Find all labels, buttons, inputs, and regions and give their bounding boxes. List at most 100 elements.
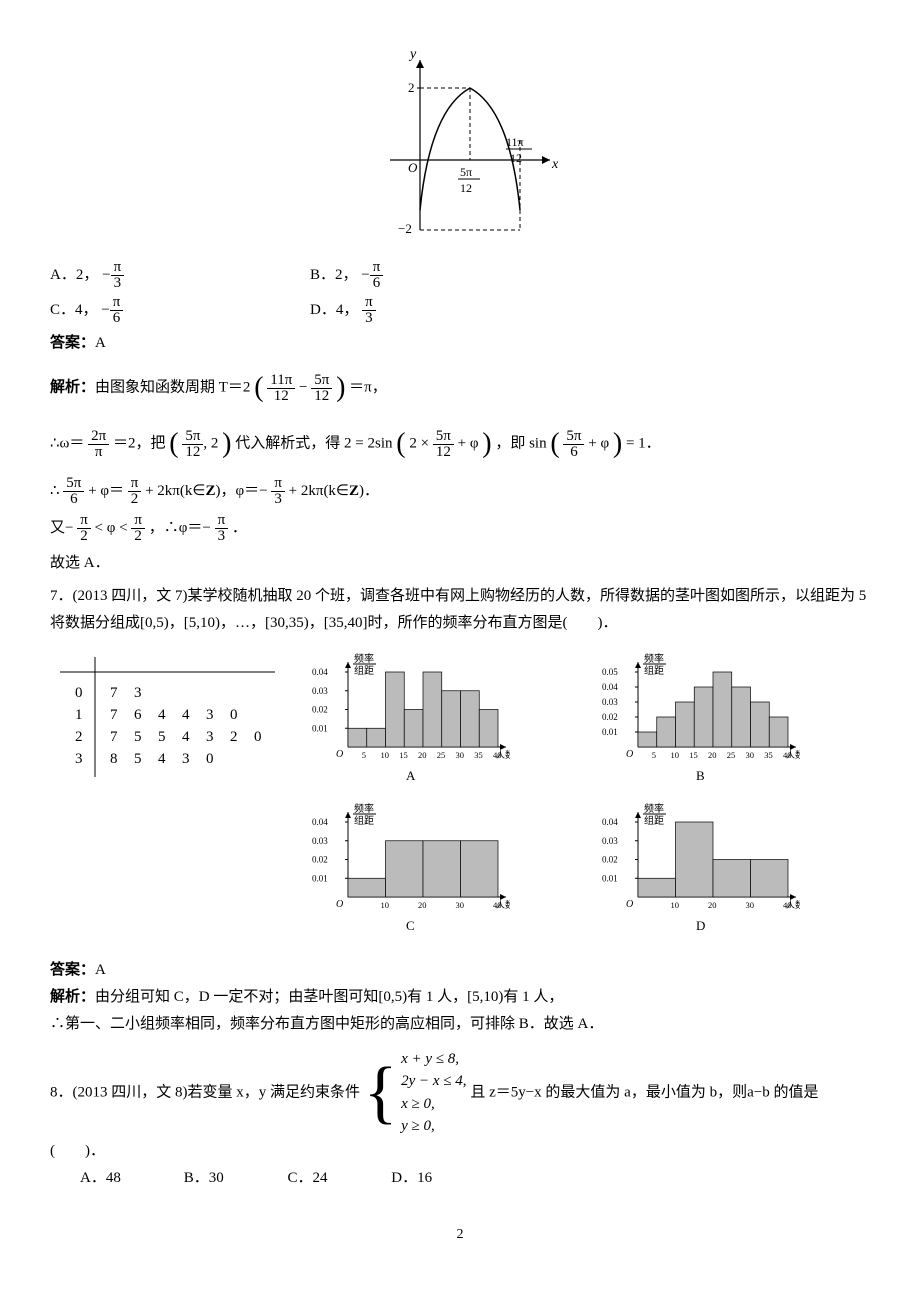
svg-text:人数: 人数 [786, 749, 800, 760]
svg-text:3: 3 [206, 729, 214, 745]
q7-histograms: 频率组距O0.010.020.030.04510152025303540人数A频… [310, 652, 870, 942]
svg-text:A: A [406, 768, 416, 782]
q6-explain-line1: 解析：由图象知函数周期 T＝2 ( 11π12 − 5π12 ) ＝π， [50, 363, 870, 413]
svg-text:20: 20 [708, 900, 717, 910]
svg-text:0.02: 0.02 [602, 854, 618, 864]
svg-text:0.01: 0.01 [312, 873, 328, 883]
q7-stem: 7．(2013 四川，文 7)某学校随机抽取 20 个班，调查各班中有网上购物经… [50, 583, 870, 637]
page-number: 2 [50, 1222, 870, 1247]
q6-figure: y x O 2 −2 5π 12 11π 12 [50, 50, 870, 250]
q7-stemleaf: 073176443027554320385430 [50, 652, 280, 792]
svg-text:0.04: 0.04 [312, 817, 328, 827]
svg-text:3: 3 [75, 751, 83, 767]
svg-text:0.04: 0.04 [312, 667, 328, 677]
q8-stem: 8．(2013 四川，文 8)若变量 x，y 满足约束条件 { x + y ≤ … [50, 1048, 870, 1165]
q7-explain: 解析：由分组可知 C，D 一定不对；由茎叶图可知[0,5)有 1 人，[5,10… [50, 984, 870, 1011]
svg-text:O: O [336, 899, 343, 910]
svg-text:0.05: 0.05 [602, 667, 618, 677]
svg-text:D: D [696, 918, 705, 932]
svg-text:5: 5 [158, 729, 166, 745]
svg-text:1: 1 [75, 707, 83, 723]
svg-text:20: 20 [708, 750, 717, 760]
svg-text:组距: 组距 [644, 814, 664, 827]
svg-text:11π: 11π [506, 135, 524, 149]
svg-text:x: x [551, 157, 559, 172]
svg-text:0.03: 0.03 [312, 686, 328, 696]
svg-text:O: O [336, 749, 343, 760]
svg-text:8: 8 [110, 751, 118, 767]
q7-answer: 答案：A [50, 957, 870, 984]
svg-text:人数: 人数 [786, 899, 800, 910]
q6-options-row2: C．4， −π6 D．4， π3 [50, 295, 870, 326]
svg-text:5: 5 [362, 750, 366, 760]
svg-text:4: 4 [182, 729, 190, 745]
svg-text:4: 4 [182, 707, 190, 723]
svg-text:25: 25 [727, 750, 736, 760]
svg-text:15: 15 [399, 750, 408, 760]
svg-text:频率: 频率 [354, 652, 374, 665]
svg-text:0: 0 [75, 685, 83, 701]
q7-figures: 073176443027554320385430 频率组距O0.010.020.… [50, 652, 870, 942]
svg-text:0.01: 0.01 [312, 723, 328, 733]
svg-text:35: 35 [474, 750, 483, 760]
svg-text:5: 5 [652, 750, 656, 760]
svg-text:0.02: 0.02 [312, 704, 328, 714]
q6-explain-line3: ∴ 5π6 + φ＝ π2 + 2kπ(k∈Z)，φ＝− π3 + 2kπ(k∈… [50, 476, 870, 507]
svg-text:O: O [408, 160, 418, 175]
svg-text:10: 10 [381, 750, 390, 760]
svg-text:35: 35 [764, 750, 773, 760]
svg-text:5π: 5π [460, 165, 472, 179]
svg-text:−2: −2 [398, 221, 412, 236]
svg-text:12: 12 [460, 181, 472, 195]
svg-text:C: C [406, 918, 415, 932]
q6-answer: 答案：A [50, 330, 870, 357]
svg-text:频率: 频率 [644, 652, 664, 665]
svg-text:人数: 人数 [496, 749, 510, 760]
svg-text:20: 20 [418, 750, 427, 760]
svg-text:O: O [626, 899, 633, 910]
svg-text:0.03: 0.03 [602, 697, 618, 707]
svg-text:7: 7 [110, 729, 118, 745]
q6-option-a: A．2， −π3 [50, 260, 230, 291]
svg-text:频率: 频率 [354, 802, 374, 815]
svg-text:B: B [696, 768, 705, 782]
q6-option-d: D．4， π3 [310, 295, 490, 326]
svg-text:30: 30 [456, 900, 465, 910]
svg-text:30: 30 [746, 900, 755, 910]
svg-text:4: 4 [158, 707, 166, 723]
svg-text:3: 3 [134, 685, 142, 701]
svg-text:2: 2 [230, 729, 238, 745]
svg-text:12: 12 [510, 151, 522, 165]
svg-text:频率: 频率 [644, 802, 664, 815]
svg-text:组距: 组距 [354, 664, 374, 677]
q6-options-row1: A．2， −π3 B．2， −π6 [50, 260, 870, 291]
svg-text:2: 2 [408, 80, 415, 95]
svg-text:4: 4 [158, 751, 166, 767]
svg-text:组距: 组距 [644, 664, 664, 677]
svg-text:0.03: 0.03 [312, 836, 328, 846]
svg-text:0.03: 0.03 [602, 836, 618, 846]
svg-text:5: 5 [134, 729, 142, 745]
svg-text:7: 7 [110, 685, 118, 701]
q8-options: A．48 B．30 C．24 D．16 [80, 1165, 870, 1192]
svg-text:组距: 组距 [354, 814, 374, 827]
svg-text:0.02: 0.02 [312, 854, 328, 864]
q7-explain-2: ∴第一、二小组频率相同，频率分布直方图中矩形的高应相同，可排除 B．故选 A． [50, 1011, 870, 1038]
svg-text:10: 10 [671, 750, 680, 760]
svg-text:6: 6 [134, 707, 142, 723]
q6-explain-line2: ∴ω＝ 2ππ ＝2，把 ( 5π12, 2 ) 代入解析式，得 2 = 2si… [50, 419, 870, 469]
svg-text:20: 20 [418, 900, 427, 910]
svg-text:O: O [626, 749, 633, 760]
svg-text:人数: 人数 [496, 899, 510, 910]
svg-text:10: 10 [671, 900, 680, 910]
q6-explain-line5: 故选 A． [50, 550, 870, 577]
svg-text:y: y [408, 50, 417, 62]
svg-text:3: 3 [182, 751, 190, 767]
svg-text:0.01: 0.01 [602, 727, 618, 737]
svg-text:10: 10 [381, 900, 390, 910]
svg-text:0.04: 0.04 [602, 682, 618, 692]
q6-option-c: C．4， −π6 [50, 295, 230, 326]
svg-text:3: 3 [206, 707, 214, 723]
svg-text:25: 25 [437, 750, 446, 760]
svg-text:30: 30 [746, 750, 755, 760]
